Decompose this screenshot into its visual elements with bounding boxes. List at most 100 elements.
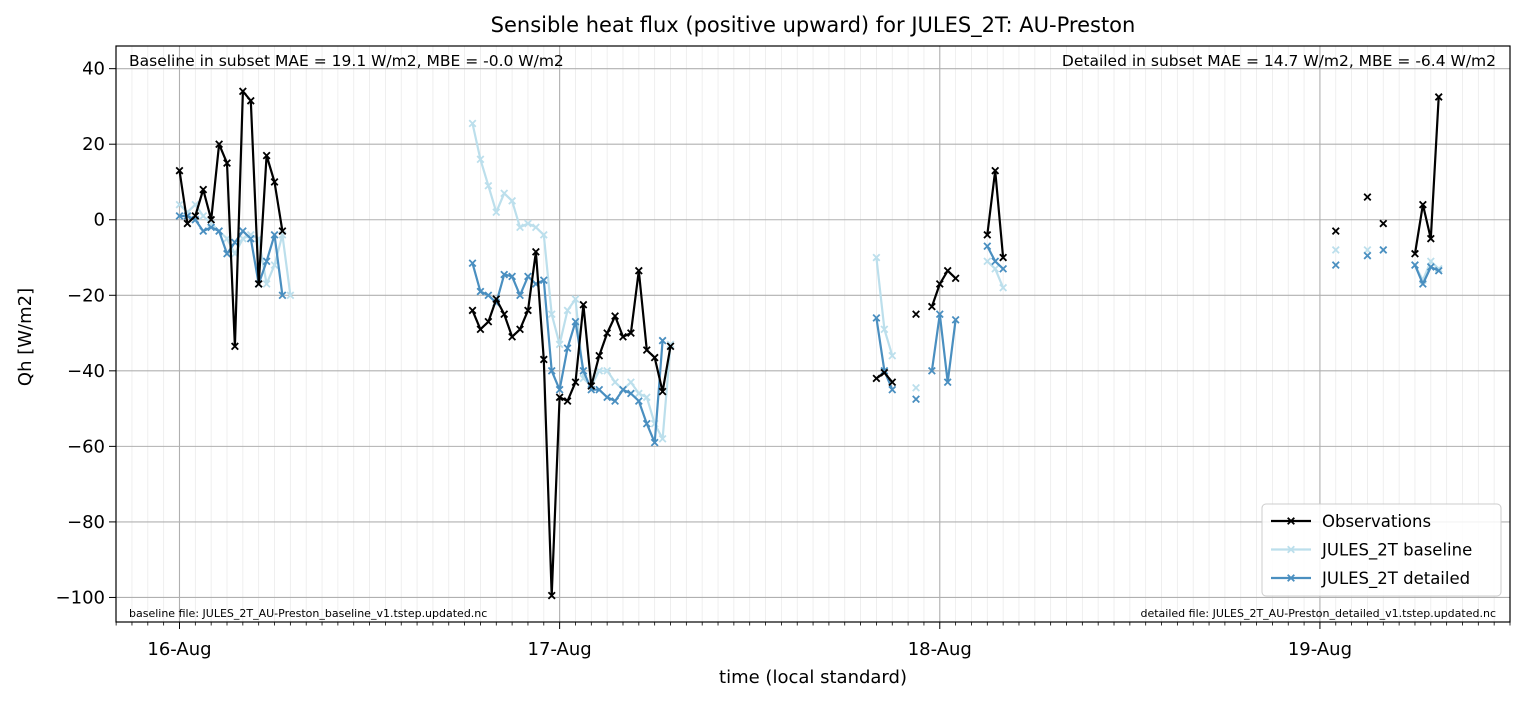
data-point-marker (1426, 263, 1435, 271)
y-tick-label: −80 (67, 512, 105, 533)
data-point-marker (278, 227, 287, 236)
data-point-marker (484, 317, 493, 326)
data-point-marker (563, 397, 572, 405)
data-point-marker (508, 196, 517, 205)
data-point-marker (270, 230, 279, 239)
data-point-marker (270, 261, 279, 270)
data-point-marker (1434, 264, 1443, 273)
detailed-stats-annotation: Detailed in subset MAE = 14.7 W/m2, MBE … (1062, 52, 1496, 70)
data-point-marker (634, 389, 643, 398)
legend-label: JULES_2T baseline (1321, 541, 1472, 561)
data-point-marker (286, 291, 295, 300)
data-point-marker (555, 385, 564, 394)
data-point-marker (666, 340, 675, 349)
data-point-marker (999, 283, 1008, 292)
data-point-marker (175, 166, 184, 175)
y-tick-label: −100 (56, 587, 105, 608)
series-line (930, 269, 957, 307)
data-point-marker (603, 329, 612, 337)
data-point-marker (603, 393, 612, 402)
data-point-marker (524, 306, 532, 315)
data-point-marker (611, 378, 619, 387)
series-line (930, 313, 957, 384)
y-tick-label: 40 (82, 59, 105, 80)
data-point-marker (642, 346, 651, 354)
data-point-marker (943, 266, 952, 275)
data-point-marker (579, 366, 588, 375)
data-point-marker (571, 295, 580, 303)
data-point-marker (626, 389, 635, 398)
data-point-marker (230, 342, 239, 351)
data-point-marker (927, 366, 936, 375)
data-point-marker (595, 351, 604, 360)
data-point-marker (278, 291, 287, 300)
data-point-marker (238, 234, 247, 243)
data-point-marker (1287, 517, 1295, 525)
series-line (471, 250, 672, 597)
x-tick-label: 17-Aug (528, 639, 592, 660)
data-point-marker (468, 259, 477, 268)
data-point-marker (262, 280, 271, 288)
data-point-marker (524, 219, 532, 228)
y-tick-label: −20 (67, 285, 105, 306)
data-point-marker (595, 385, 604, 394)
data-point-marker (658, 387, 667, 396)
data-point-marker (262, 151, 271, 160)
data-point-marker (476, 287, 485, 296)
data-point-marker (912, 383, 920, 392)
data-point-marker (571, 317, 580, 326)
data-point-marker (547, 591, 556, 600)
data-point-marker (246, 234, 255, 243)
data-point-marker (524, 272, 532, 281)
data-point-marker (539, 276, 548, 285)
data-point-marker (547, 366, 556, 375)
data-point-marker (888, 378, 897, 387)
data-point-marker (1331, 261, 1340, 270)
data-point-marker (951, 315, 960, 324)
data-point-marker (484, 181, 493, 190)
data-point-marker (872, 374, 881, 383)
data-point-marker (547, 310, 556, 319)
data-point-marker (1379, 219, 1388, 228)
data-point-marker (270, 178, 279, 186)
data-point-marker (571, 378, 580, 387)
data-point-marker (183, 219, 192, 228)
data-point-marker (246, 96, 255, 105)
data-point-marker (880, 325, 889, 334)
data-point-marker (650, 438, 659, 447)
data-point-marker (991, 264, 1000, 273)
data-point-marker (999, 264, 1008, 273)
data-point-marker (1379, 246, 1388, 254)
x-tick-label: 18-Aug (908, 639, 972, 660)
legend-label: Observations (1322, 512, 1431, 531)
series-line (1413, 96, 1440, 254)
data-point-marker (223, 249, 231, 258)
data-point-marker (579, 300, 588, 309)
data-point-marker (1411, 261, 1419, 270)
baseline-file-annotation: baseline file: JULES_2T_AU-Preston_basel… (129, 607, 487, 620)
data-point-marker (1426, 234, 1435, 243)
data-point-marker (595, 366, 604, 375)
data-point-marker (943, 378, 952, 387)
data-point-marker (484, 291, 493, 300)
data-point-marker (1331, 227, 1340, 236)
data-point-marker (555, 393, 564, 402)
data-point-marker (516, 291, 524, 300)
data-point-marker (476, 325, 485, 334)
y-tick-label: 20 (82, 134, 105, 155)
data-point-marker (207, 223, 216, 232)
data-point-marker (531, 247, 540, 256)
data-point-marker (223, 159, 231, 168)
series-observations (175, 87, 1443, 600)
data-point-marker (619, 332, 627, 341)
data-point-marker (983, 242, 992, 251)
series-line (1413, 264, 1440, 286)
data-point-marker (531, 223, 540, 232)
data-point-marker (983, 257, 992, 266)
x-tick-label: 16-Aug (147, 639, 211, 660)
data-point-marker (658, 434, 667, 443)
data-point-marker (1434, 266, 1443, 275)
data-point-marker (872, 314, 881, 322)
data-point-marker (587, 381, 596, 390)
data-point-marker (642, 419, 651, 428)
